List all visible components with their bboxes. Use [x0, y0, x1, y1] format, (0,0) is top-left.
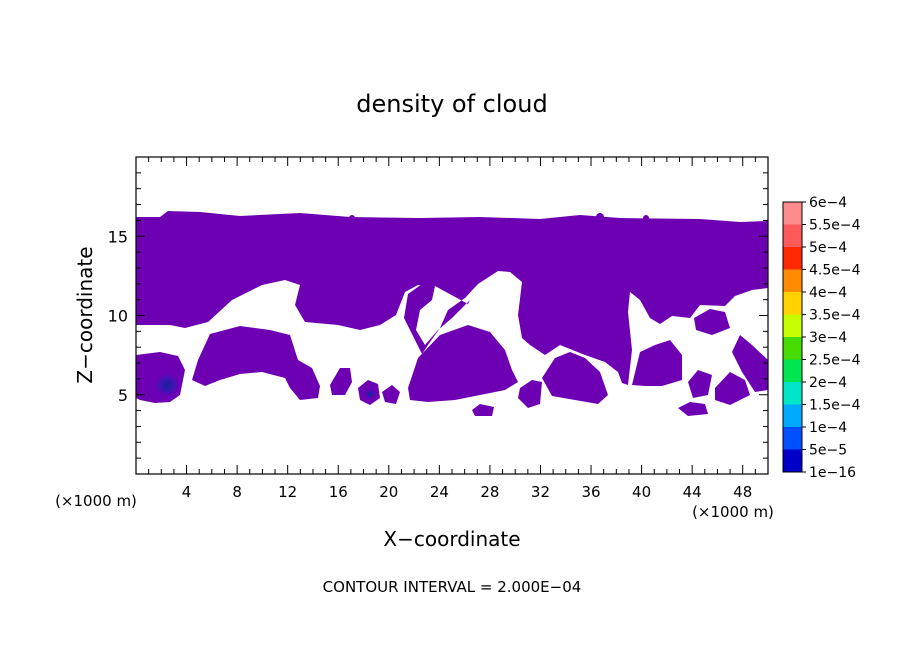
x-tick-label: 48 — [733, 483, 752, 501]
colorbar-swatch — [783, 404, 802, 427]
x-unit-label-left: (×1000 m) — [55, 492, 137, 510]
y-tick-label: 10 — [108, 307, 128, 326]
x-tick-label: 16 — [329, 483, 348, 501]
cloud-region-upper — [136, 211, 768, 385]
colorbar-label: 1.5e−4 — [809, 398, 861, 414]
x-axis-label: X−coordinate — [383, 527, 520, 551]
cloud-region-lower — [136, 309, 768, 416]
contour-interval-note: CONTOUR INTERVAL = 2.000E−04 — [323, 578, 582, 596]
y-tick-label: 15 — [108, 227, 128, 246]
x-tick-label: 28 — [480, 483, 499, 501]
x-axis-ticks: 4 8 12 16 20 24 28 32 36 40 44 48 — [148, 157, 756, 501]
cloud-field — [136, 211, 768, 416]
colorbar-swatch — [783, 427, 802, 450]
colorbar-swatch — [783, 449, 802, 472]
colorbar-swatch — [783, 292, 802, 315]
colorbar-swatch — [783, 202, 802, 225]
colorbar-label: 4.5e−4 — [809, 263, 861, 279]
x-tick-label: 20 — [379, 483, 398, 501]
colorbar-label: 5e−5 — [809, 443, 847, 459]
chart-title: density of cloud — [356, 90, 547, 118]
colorbar-label: 6e−4 — [809, 195, 847, 211]
colorbar-label: 1e−16 — [809, 465, 856, 481]
x-tick-label: 44 — [683, 483, 702, 501]
x-tick-label: 36 — [581, 483, 600, 501]
colorbar-label: 2e−4 — [809, 375, 847, 391]
dense-core-2 — [363, 388, 377, 400]
x-tick-label: 8 — [232, 483, 242, 501]
colorbar-label: 5.5e−4 — [809, 218, 861, 234]
colorbar-swatch — [783, 269, 802, 292]
x-tick-label: 32 — [531, 483, 550, 501]
colorbar-label: 2.5e−4 — [809, 353, 861, 369]
y-tick-label: 5 — [118, 386, 128, 405]
dense-core-1 — [152, 371, 182, 399]
colorbar-swatch — [783, 247, 802, 270]
colorbar-label: 3e−4 — [809, 330, 847, 346]
colorbar-swatch — [783, 337, 802, 360]
cloud-speck — [596, 213, 604, 221]
x-tick-label: 12 — [278, 483, 297, 501]
x-unit-label-right: (×1000 m) — [692, 503, 774, 521]
y-axis-label: Z−coordinate — [73, 246, 97, 383]
colorbar-swatch — [783, 224, 802, 247]
x-tick-label: 4 — [182, 483, 192, 501]
colorbar-label: 4e−4 — [809, 285, 847, 301]
colorbar-swatch — [783, 359, 802, 382]
cloud-speck — [349, 215, 355, 221]
colorbar-label: 5e−4 — [809, 240, 847, 256]
colorbar-label: 1e−4 — [809, 420, 847, 436]
colorbar-label: 3.5e−4 — [809, 308, 861, 324]
colorbar-swatch — [783, 314, 802, 337]
cloud-speck — [643, 215, 649, 221]
x-tick-label: 40 — [632, 483, 651, 501]
colorbar-swatch — [783, 382, 802, 405]
y-axis-ticks: 5 10 15 — [108, 172, 768, 459]
x-tick-label: 24 — [430, 483, 449, 501]
colorbar: 6e−4 5.5e−4 5e−4 4.5e−4 4e−4 3.5e−4 3e−4 2.5e−4… — [782, 195, 861, 481]
